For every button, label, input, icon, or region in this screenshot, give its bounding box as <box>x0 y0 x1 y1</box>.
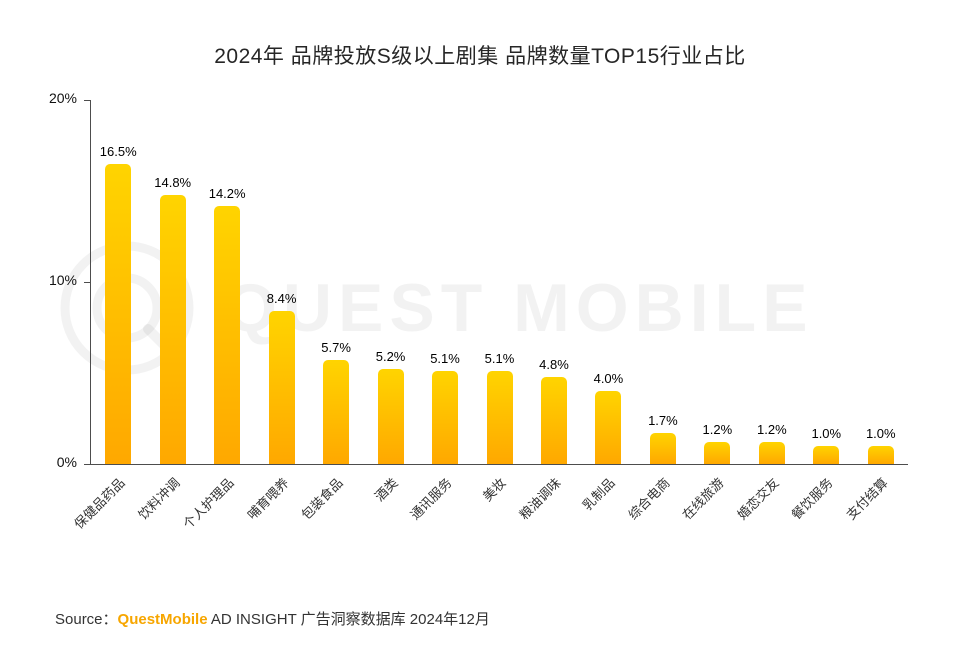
chart-title: 2024年 品牌投放S级以上剧集 品牌数量TOP15行业占比 <box>214 45 746 68</box>
bar <box>704 442 731 464</box>
bar-value-label: 5.7% <box>321 340 351 356</box>
x-axis-labels: 保健品药品 饮料冲调 个人护理品 哺育喂养 包装食品 酒类 通讯服务 美妆 粮油调味 乳制品 综合电… <box>71 473 908 583</box>
bar-value-label: 4.0% <box>593 371 624 387</box>
bar <box>268 311 295 464</box>
y-tick-label: 10% <box>48 272 77 288</box>
bar-value-label: 1.0% <box>865 425 896 441</box>
bar <box>323 360 350 464</box>
bar <box>105 163 132 464</box>
bar <box>595 391 622 464</box>
bar-value-label: 4.8% <box>539 356 569 372</box>
y-tick-mark <box>84 464 90 465</box>
plot-area: 16.5% 14.8% 14.2% 8.4% 5.7% 5.2% 5.1% 5.1% 4.8% 4… <box>90 100 908 465</box>
bar-value-label: 5.1% <box>484 351 515 367</box>
bar <box>867 445 894 464</box>
bar <box>649 433 676 464</box>
source-brand: QuestMobile <box>117 611 208 628</box>
category-label-text: 酒类 <box>371 475 401 505</box>
bar <box>758 442 785 464</box>
category-label-text: 美妆 <box>480 475 510 505</box>
bar-value-label: 1.2% <box>702 422 733 438</box>
bar <box>432 371 459 464</box>
bar-value-label: 5.1% <box>430 351 460 367</box>
category-label-text: 餐饮服务 <box>788 475 837 523</box>
source-suffix: AD INSIGHT 广告洞察数据库 2024年12月 <box>207 611 490 628</box>
bar <box>813 445 840 464</box>
category-label-text: 在线旅游 <box>679 475 728 523</box>
bar-value-label: 5.2% <box>375 349 406 365</box>
bar-value-label: 8.4% <box>266 291 297 307</box>
bar-value-label: 14.8% <box>154 174 192 190</box>
bar-value-label: 16.5% <box>99 143 137 159</box>
category-label-text: 个人护理品 <box>180 475 237 532</box>
bar-chart: QUEST MOBILE 16.5% 14.8% 14.2% 8.4% 5.7% 5.2%… <box>49 90 908 532</box>
bar-value-label: 1.7% <box>648 413 678 429</box>
source-prefix: Source： <box>55 611 118 628</box>
category-label-text: 包装食品 <box>298 475 346 523</box>
y-tick-mark <box>84 282 90 283</box>
y-tick-label: 0% <box>56 454 77 470</box>
bar-value-label: 1.2% <box>757 422 787 438</box>
category-label-text: 支付结算 <box>843 475 891 523</box>
category-label-text: 通讯服务 <box>407 475 455 523</box>
category-label-text: 哺育喂养 <box>243 475 292 523</box>
y-tick-label: 20% <box>48 90 77 106</box>
bar <box>486 371 513 464</box>
category-label-text: 婚恋交友 <box>734 475 782 523</box>
y-axis: 0% 10% 20% <box>4 90 90 470</box>
bar <box>159 194 186 464</box>
category-label-text: 综合电商 <box>625 475 673 523</box>
category-label-text: 粮油调味 <box>516 475 564 523</box>
bar <box>540 376 567 464</box>
bar <box>214 205 241 464</box>
source-line: Source：QuestMobile AD INSIGHT 广告洞察数据库 20… <box>55 608 490 629</box>
category-label-text: 乳制品 <box>579 475 619 514</box>
category-label-text: 饮料冲调 <box>135 475 183 523</box>
bar-value-label: 14.2% <box>208 185 246 201</box>
bar <box>377 369 404 464</box>
y-tick-mark <box>84 100 90 101</box>
bar-value-label: 1.0% <box>811 425 842 441</box>
category-label-text: 保健品药品 <box>71 475 128 532</box>
